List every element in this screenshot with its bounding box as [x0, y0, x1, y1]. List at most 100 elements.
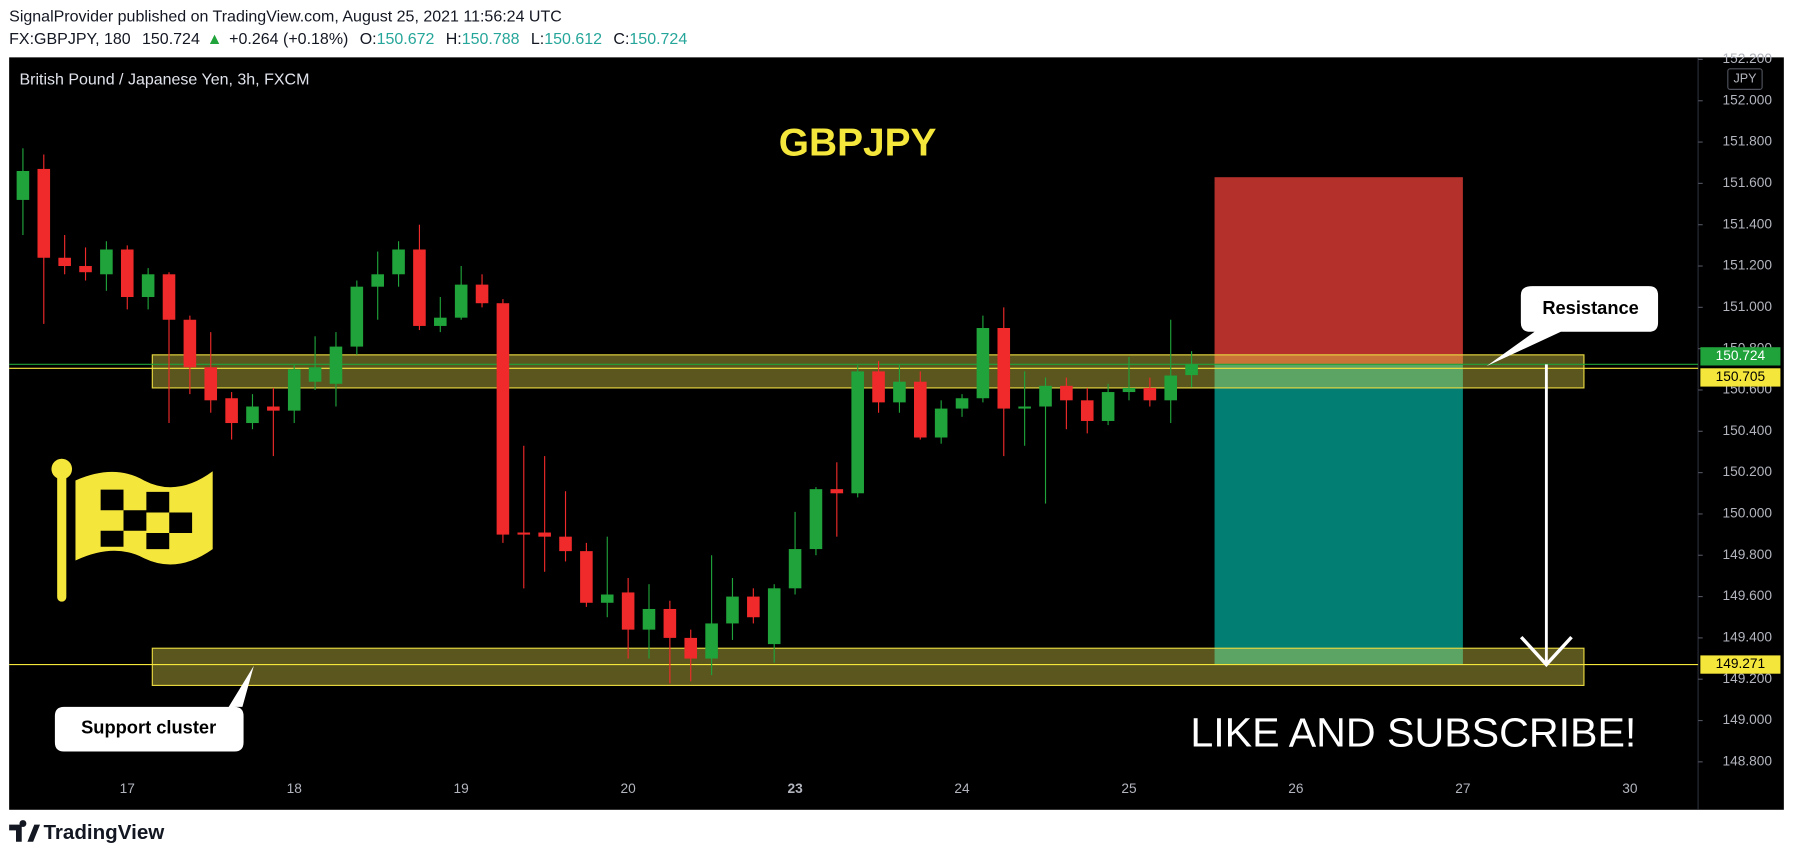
y-tick-label: 149.000	[1722, 712, 1772, 727]
candle-body	[851, 371, 864, 494]
x-tick-label: 27	[1455, 781, 1470, 796]
candle-body	[955, 398, 969, 409]
candle-body	[454, 284, 468, 318]
candle-body	[392, 249, 405, 275]
candle-body	[413, 249, 426, 326]
candle-body	[621, 592, 635, 630]
candle-body	[16, 170, 30, 200]
candle-body	[162, 274, 176, 320]
candle-body	[538, 532, 551, 537]
x-tick-label: 25	[1121, 781, 1137, 796]
candle-body	[204, 367, 218, 401]
x-tick-label: 23	[787, 781, 803, 796]
price-tag-label: 150.705	[1716, 369, 1766, 384]
candle-body	[246, 406, 259, 424]
candle-body	[726, 596, 739, 624]
candle-body	[642, 608, 656, 630]
candle-body	[663, 608, 677, 638]
candle-body	[496, 303, 510, 535]
y-tick-label: 151.000	[1722, 299, 1772, 314]
cta-text: LIKE AND SUBSCRIBE!	[1190, 709, 1636, 755]
candle-body	[120, 249, 134, 298]
x-tick-label: 26	[1288, 781, 1304, 796]
candle-body	[767, 588, 781, 645]
candle-body	[934, 408, 948, 438]
y-tick-label: 151.600	[1722, 175, 1772, 190]
x-tick-label: 30	[1622, 781, 1638, 796]
instrument: British Pound / Japanese Yen, 3h, FXCM	[19, 71, 309, 88]
candle-body	[287, 369, 301, 411]
candle-body	[893, 381, 906, 403]
candle-body	[1039, 385, 1052, 407]
x-tick-label: 18	[287, 781, 303, 796]
candle-body	[329, 346, 343, 384]
candle-body	[976, 328, 990, 399]
candle-body	[37, 168, 51, 258]
ohlc-value: 150.788	[462, 31, 520, 48]
axis-layer: 148.800 149.000 149.200 149.400 149.600 149.8…	[120, 51, 1781, 796]
ohlc-value: 150.724	[629, 31, 687, 48]
footer-brand: TradingView	[43, 821, 165, 844]
x-tick-label: 19	[454, 781, 469, 796]
candle-body	[1080, 400, 1094, 421]
candle-body	[1101, 392, 1115, 421]
price-tag	[1700, 655, 1781, 674]
candle-body	[684, 637, 698, 659]
candle-body	[1122, 387, 1136, 393]
candle-body	[914, 381, 927, 438]
y-tick-label: 149.800	[1722, 547, 1772, 562]
x-tick-label: 20	[620, 781, 636, 796]
candle-body	[559, 536, 572, 552]
zone	[151, 647, 1585, 686]
ohlc-key: O:	[360, 31, 377, 48]
candle-body	[267, 406, 280, 411]
symbol-line: FX:GBPJPY, 180 150.724 ▲ +0.264 (+0.18%)…	[9, 31, 687, 48]
candle-body	[1164, 375, 1178, 401]
candle-layer	[16, 148, 1198, 684]
ohlc-key: L:	[531, 31, 544, 48]
price-tag	[1700, 347, 1781, 366]
y-tick-label: 148.800	[1722, 753, 1772, 768]
candle-body	[1060, 385, 1073, 401]
price-tag-label: 149.271	[1716, 656, 1766, 671]
currency-box	[1727, 68, 1763, 90]
support-label: Support cluster	[81, 716, 216, 737]
candle-body	[997, 328, 1011, 409]
y-tick-label: 151.800	[1722, 134, 1772, 149]
y-tick-label: 149.200	[1722, 671, 1772, 686]
chart-title: GBPJPY	[779, 122, 937, 165]
candle-body	[434, 317, 447, 326]
candle-body	[1185, 364, 1198, 376]
ohlc-key: C:	[613, 31, 629, 48]
currency: JPY	[1733, 71, 1757, 85]
flag-icon	[51, 458, 213, 602]
candle-body	[308, 367, 322, 382]
y-tick-label: 151.400	[1722, 216, 1772, 231]
change: +0.264 (+0.18%)	[229, 31, 348, 48]
support-callout	[54, 665, 254, 752]
candle-body	[475, 284, 489, 304]
x-tick-label: 17	[120, 781, 135, 796]
price-tag-label: 150.724	[1716, 348, 1766, 363]
last-price: 150.724	[142, 31, 200, 48]
candle-body	[809, 489, 823, 550]
candle-body	[100, 249, 113, 275]
candle-body	[58, 257, 71, 267]
candle-body	[830, 489, 844, 494]
y-tick-label: 151.200	[1722, 258, 1772, 273]
ohlc-value: 150.672	[377, 31, 435, 48]
candle-body	[747, 596, 760, 618]
candle-body	[580, 551, 593, 603]
up-arrow: ▲	[207, 31, 223, 48]
position-layer	[1214, 177, 1463, 665]
y-tick-label: 150.200	[1722, 464, 1772, 479]
target-zone	[1214, 364, 1463, 665]
candle-body	[350, 286, 364, 347]
candle-body	[141, 274, 155, 298]
ohlc-value: 150.612	[544, 31, 602, 48]
chart-background	[9, 57, 1784, 810]
x-tick-label: 24	[954, 781, 970, 796]
zone	[151, 354, 1585, 389]
y-tick-label: 149.600	[1722, 588, 1772, 603]
